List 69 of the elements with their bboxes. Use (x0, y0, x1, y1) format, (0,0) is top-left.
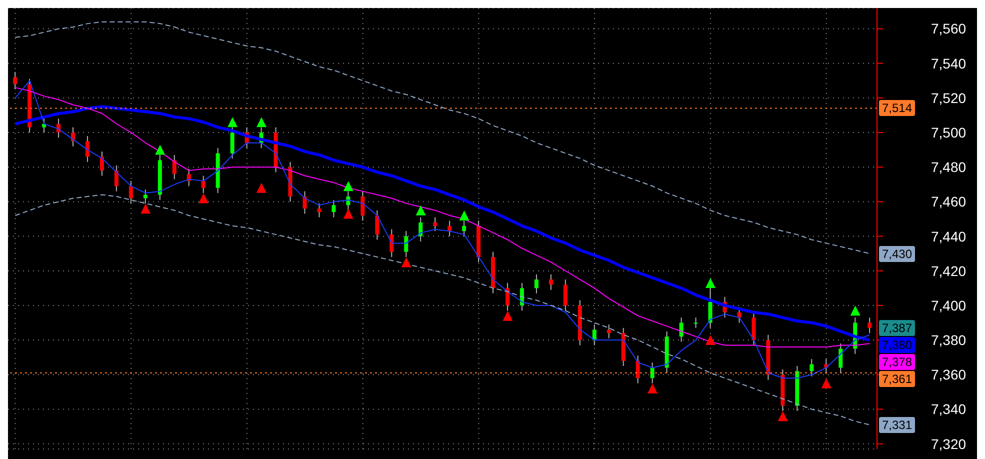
point (343, 208, 354, 219)
candlestick (13, 71, 18, 90)
candlestick (360, 190, 365, 222)
candlestick (752, 312, 756, 346)
candlestick (418, 216, 423, 242)
point (401, 257, 412, 268)
data-label: 7,331 (879, 416, 916, 433)
point (140, 204, 151, 214)
y-tick-label: 7,480 (931, 159, 966, 176)
y-tick-label: 7,520 (931, 90, 966, 106)
ref-line-label: 7,361 (879, 370, 916, 387)
candlestick (694, 317, 698, 328)
candlestick (548, 274, 553, 290)
point (256, 117, 266, 128)
candlestick (114, 164, 118, 192)
point (821, 378, 832, 388)
candlestick (302, 190, 307, 214)
candlestick (838, 343, 843, 374)
point (778, 411, 788, 422)
point (502, 310, 513, 321)
point (850, 306, 860, 316)
point (343, 181, 354, 192)
candlestick (606, 324, 611, 339)
point (648, 383, 658, 394)
candlestick (636, 355, 640, 384)
y-tick-label: 7,460 (931, 194, 966, 210)
y-tick-label: 7,560 (931, 20, 966, 37)
point (227, 117, 238, 128)
candlestick (563, 279, 568, 312)
y-tick-label: 7,500 (931, 124, 966, 140)
candlestick (650, 362, 654, 384)
line-series (14, 21, 870, 254)
point (256, 182, 266, 193)
candlestick (534, 274, 538, 294)
data-label: 7,430 (879, 246, 916, 262)
candlestick (332, 199, 336, 218)
y-tick-label: 7,440 (931, 228, 966, 244)
candlestick (404, 230, 408, 258)
candlestick (172, 154, 176, 180)
point (198, 193, 209, 204)
data-label: 7,378 (879, 354, 916, 370)
y-tick-label: 7,340 (931, 401, 966, 418)
y-tick-label: 7,540 (931, 55, 966, 72)
candlestick (375, 210, 380, 240)
candlestick (42, 118, 46, 134)
point (705, 278, 716, 288)
y-tick-label: 7,380 (931, 332, 966, 348)
line-series (14, 194, 870, 426)
candlestick (100, 151, 104, 176)
candlestick (390, 228, 394, 258)
y-tick-label: 7,320 (931, 436, 966, 452)
candlestick (868, 317, 872, 334)
point (416, 205, 426, 216)
y-tick-label: 7,360 (931, 366, 966, 383)
candlestick (85, 135, 90, 162)
point (459, 210, 470, 221)
candlestick (810, 358, 814, 377)
candlestick (317, 202, 322, 218)
ref-line-label: 7,514 (879, 100, 916, 116)
y-tick-label: 7,420 (931, 262, 966, 279)
data-label: 7,380 (879, 336, 916, 353)
y-tick-label: 7,400 (931, 297, 966, 314)
point (705, 335, 716, 346)
candlestick (592, 324, 596, 346)
candlestick (128, 180, 133, 204)
point (155, 144, 166, 155)
candlestick (433, 216, 438, 232)
candlestick (679, 317, 684, 342)
text: 7,387 (882, 320, 912, 335)
